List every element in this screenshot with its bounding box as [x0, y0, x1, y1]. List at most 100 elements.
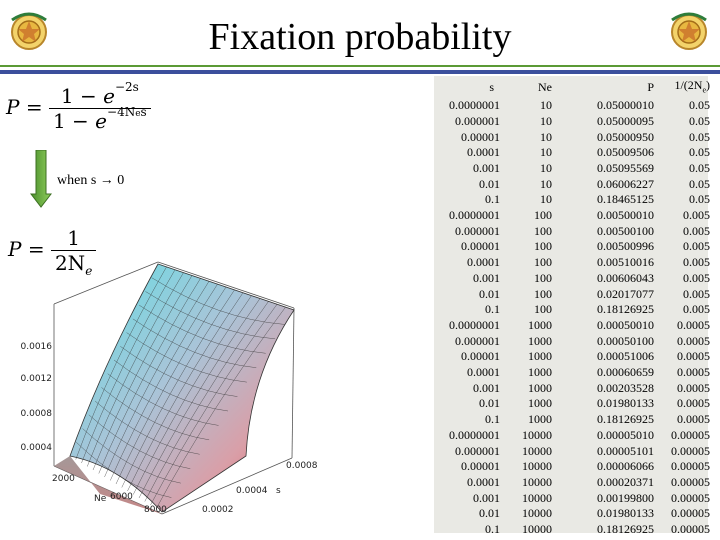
cell-p: 0.00500010 [597, 208, 654, 223]
table-row: 0.001 10 0.05095569 0.05 [434, 161, 710, 177]
university-seal-logo-left [6, 8, 52, 54]
table-row: 0.0001 10 0.05009506 0.05 [434, 145, 710, 161]
cell-ne: 100 [534, 270, 552, 285]
slide-title: Fixation probability [208, 16, 512, 58]
cell-ne: 10000 [522, 443, 552, 458]
cell-neutral-p: 0.0005 [677, 349, 710, 364]
cell-neutral-p: 0.05 [689, 145, 710, 160]
cell-s: 0.00001 [461, 349, 500, 364]
cell-ne: 1000 [528, 380, 552, 395]
table-row: 0.0000001 10 0.05000010 0.05 [434, 98, 710, 114]
table-row: 0.0000001 1000 0.00050010 0.0005 [434, 318, 710, 334]
cell-s: 0.0001 [467, 474, 500, 489]
down-arrow-icon [29, 149, 53, 208]
table-row: 0.0001 1000 0.00060659 0.0005 [434, 365, 710, 381]
column-header-neutral: 1/(2Ne) [674, 78, 710, 95]
table-row: 0.1 1000 0.18126925 0.0005 [434, 412, 710, 428]
cell-neutral-p: 0.05 [689, 160, 710, 175]
table-row: 0.001 1000 0.00203528 0.0005 [434, 381, 710, 397]
table-row: 0.01 1000 0.01980133 0.0005 [434, 396, 710, 412]
cell-s: 0.000001 [455, 223, 500, 238]
cell-s: 0.0000001 [449, 317, 500, 332]
cell-s: 0.1 [485, 412, 500, 427]
cell-ne: 10 [540, 176, 552, 191]
cell-s: 0.01 [479, 396, 500, 411]
cell-p: 0.00051006 [597, 349, 654, 364]
ne-tick-label: 2000 [52, 474, 75, 484]
cell-s: 0.00001 [461, 459, 500, 474]
cell-p: 0.00203528 [597, 380, 654, 395]
fixation-surface-plot: 0.0016 0.0012 0.0008 0.0004 0.0008 0.000… [10, 256, 320, 524]
cell-s: 0.01 [479, 506, 500, 521]
cell-ne: 100 [534, 239, 552, 254]
cell-p: 0.00606043 [597, 270, 654, 285]
header-rule-green [0, 65, 720, 67]
cell-p: 0.00050100 [597, 333, 654, 348]
cell-neutral-p: 0.00005 [671, 506, 710, 521]
cell-neutral-p: 0.00005 [671, 522, 710, 537]
cell-s: 0.1 [485, 192, 500, 207]
cell-s: 0.1 [485, 302, 500, 317]
z-tick-label: 0.0004 [21, 443, 53, 453]
cell-s: 0.0001 [467, 145, 500, 160]
cell-neutral-p: 0.0005 [677, 380, 710, 395]
cell-s: 0.01 [479, 286, 500, 301]
cell-p: 0.00005010 [597, 427, 654, 442]
cell-ne: 100 [534, 208, 552, 223]
cell-p: 0.05000095 [597, 113, 654, 128]
cell-s: 0.001 [473, 160, 500, 175]
column-header-ne: Ne [538, 80, 552, 95]
cell-ne: 10 [540, 192, 552, 207]
ne-tick-label: 6000 [110, 492, 133, 502]
cell-p: 0.18126925 [597, 302, 654, 317]
s-tick-label: 0.0004 [236, 486, 268, 496]
cell-ne: 100 [534, 223, 552, 238]
cell-s: 0.001 [473, 490, 500, 505]
cell-s: 0.00001 [461, 239, 500, 254]
cell-ne: 10000 [522, 427, 552, 442]
cell-ne: 10 [540, 129, 552, 144]
cell-neutral-p: 0.0005 [677, 317, 710, 332]
cell-p: 0.05000950 [597, 129, 654, 144]
cell-ne: 10000 [522, 459, 552, 474]
cell-s: 0.0001 [467, 255, 500, 270]
cell-p: 0.00500996 [597, 239, 654, 254]
cell-s: 0.000001 [455, 333, 500, 348]
table-row: 0.00001 100 0.00500996 0.005 [434, 239, 710, 255]
cell-p: 0.05000010 [597, 98, 654, 113]
table-row: 0.000001 10 0.05000095 0.05 [434, 114, 710, 130]
cell-p: 0.01980133 [597, 396, 654, 411]
cell-neutral-p: 0.005 [683, 270, 710, 285]
cell-neutral-p: 0.00005 [671, 474, 710, 489]
cell-p: 0.00199800 [597, 490, 654, 505]
cell-neutral-p: 0.05 [689, 98, 710, 113]
cell-p: 0.00500100 [597, 223, 654, 238]
cell-neutral-p: 0.005 [683, 286, 710, 301]
cell-ne: 10 [540, 98, 552, 113]
cell-ne: 10000 [522, 474, 552, 489]
cell-ne: 10000 [522, 522, 552, 537]
cell-p: 0.00510016 [597, 255, 654, 270]
cell-neutral-p: 0.0005 [677, 396, 710, 411]
table-row: 0.000001 10000 0.00005101 0.00005 [434, 444, 710, 460]
table-header-row: s Ne P 1/(2Ne) [434, 78, 710, 98]
cell-neutral-p: 0.005 [683, 223, 710, 238]
cell-neutral-p: 0.00005 [671, 490, 710, 505]
s-tick-label: 0.0008 [286, 461, 318, 471]
cell-s: 0.00001 [461, 129, 500, 144]
table-row: 0.01 10000 0.01980133 0.00005 [434, 506, 710, 522]
z-tick-label: 0.0012 [21, 374, 53, 384]
table-row: 0.1 100 0.18126925 0.005 [434, 302, 710, 318]
table-row: 0.0001 100 0.00510016 0.005 [434, 255, 710, 271]
cell-neutral-p: 0.0005 [677, 365, 710, 380]
cell-s: 0.1 [485, 522, 500, 537]
cell-p: 0.02017077 [597, 286, 654, 301]
cell-s: 0.001 [473, 380, 500, 395]
cell-s: 0.0000001 [449, 98, 500, 113]
s-tick-label: 0.0002 [202, 505, 234, 515]
cell-neutral-p: 0.05 [689, 176, 710, 191]
limit-condition-label: when s → 0 [57, 173, 125, 188]
cell-p: 0.00006066 [597, 459, 654, 474]
ne-tick-label: 8000 [144, 505, 167, 515]
fixation-probability-equation: P = 1 − e−2s 1 − e−4Nes [6, 80, 151, 133]
